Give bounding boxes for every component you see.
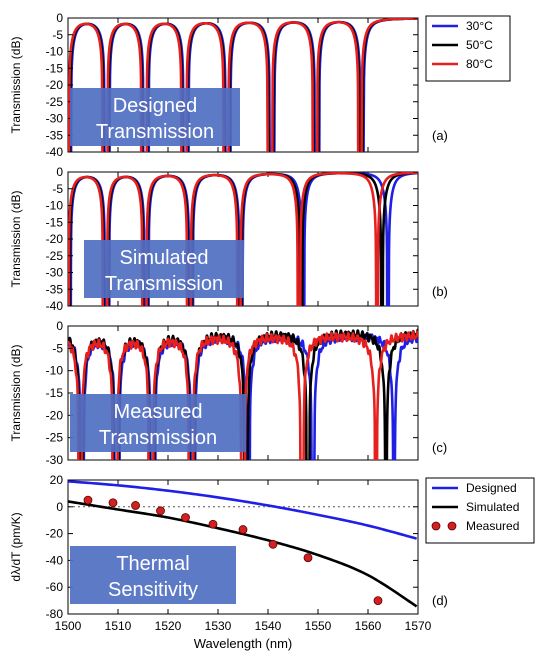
panel-d-overlay-line-1: Thermal — [116, 553, 189, 575]
panel-a-y-tick-label: -5 — [52, 28, 63, 42]
panel-b-label: (b) — [432, 284, 448, 299]
panel-b-y-ticks: 0 -5 -10 -15 -20 -25 -30 -35 -40 — [46, 165, 418, 313]
panel-d-series-measured-point — [156, 506, 165, 516]
panel-b-y-tick-label: -35 — [46, 282, 64, 296]
panel-d-series-measured-point — [303, 553, 313, 563]
panel-d-x-tick-label: 1570 — [405, 619, 432, 633]
panel-b-y-axis-label: Transmission (dB) — [9, 191, 23, 288]
panel-c-y-axis-label: Transmission (dB) — [9, 345, 23, 442]
panel-b-y-tick-label: -20 — [46, 232, 64, 246]
panel-b-overlay-box — [84, 240, 244, 298]
panel-a-y-tick-label: 0 — [56, 11, 63, 25]
panel-b: 0 -5 -10 -15 -20 -25 -30 -35 -40 Transmission (d… — [9, 165, 448, 313]
panel-d-series-designed — [68, 480, 417, 540]
panel-a-y-axis-label: Transmission (dB) — [9, 37, 23, 134]
panel-a-overlay-line-1: Designed — [113, 95, 198, 117]
panel-a-legend-entry: 80°C — [466, 57, 493, 71]
panel-d-series-measured-point — [83, 495, 93, 505]
panel-d-legend-entry: Simulated — [466, 500, 519, 514]
panel-d-series-measured-point — [208, 519, 218, 529]
panel-b-y-tick-label: -15 — [46, 215, 64, 229]
panel-d-legend-entry: Designed — [466, 481, 517, 495]
panel-d-y-tick-label: -60 — [46, 580, 64, 594]
panel-d-legend: Designed Simulated Measured — [425, 477, 535, 544]
panel-c-label: (c) — [432, 440, 447, 455]
panel-a-y-tick-label: -40 — [46, 145, 64, 159]
panel-d-series-measured-point — [373, 596, 383, 605]
panel-b-y-tick-label: -10 — [46, 199, 64, 213]
panel-a-y-tick-label: -25 — [46, 95, 64, 109]
panel-a-y-tick-label: -20 — [46, 78, 64, 92]
panel-a-overlay-line-2: Transmission — [96, 121, 214, 143]
panel-d-y-tick-label: 20 — [50, 473, 64, 487]
panel-a-y-ticks: 0 -5 -10 -15 -20 -25 -30 -35 -40 — [46, 11, 418, 159]
panel-d-frame — [67, 479, 419, 615]
panel-d-y-tick-label: 0 — [56, 500, 63, 514]
panel-a-label: (a) — [432, 128, 448, 143]
panel-a-overlay-box — [70, 88, 240, 146]
panel-d-x-tick-label: 1500 — [55, 619, 82, 633]
panel-c-y-tick-label: -20 — [46, 408, 64, 422]
panel-b-series-80c — [68, 172, 418, 306]
panel-a-series-80c — [68, 18, 418, 152]
panel-d-overlay-line-2: Sensitivity — [108, 579, 198, 601]
panel-d-legend-entry: Measured — [466, 519, 519, 533]
panel-c-overlay-box — [70, 394, 246, 452]
panel-d-series-measured-point — [268, 539, 278, 549]
panel-c-y-tick-label: -15 — [46, 386, 64, 400]
panel-d-series-measured-point — [131, 501, 140, 510]
panel-a-y-tick-label: -35 — [46, 128, 64, 142]
panel-d-y-ticks: 20 0 -20 -40 -60 -80 — [46, 473, 418, 621]
panel-a-y-tick-label: -15 — [46, 61, 64, 75]
legend-marker-dot — [431, 521, 441, 531]
panel-d-y-tick-label: -40 — [46, 553, 64, 567]
panel-b-overlay-line-1: Simulated — [120, 247, 209, 269]
panel-d-x-tick-label: 1520 — [155, 619, 182, 633]
panel-a-legend: 30°C 50°C 80°C — [425, 15, 511, 82]
panel-d-y-tick-label: -20 — [46, 527, 64, 541]
panel-a: 0 -5 -10 -15 -20 -25 -30 -35 -40 Transmission (d… — [9, 11, 511, 159]
panel-b-y-tick-label: -5 — [52, 182, 63, 196]
panel-b-y-tick-label: -25 — [46, 249, 64, 263]
panel-c-y-tick-label: 0 — [56, 319, 63, 333]
panel-d-x-tick-label: 1550 — [305, 619, 332, 633]
panel-b-y-tick-label: -40 — [46, 299, 64, 313]
panel-b-y-tick-label: 0 — [56, 165, 63, 179]
panel-c-y-tick-label: -25 — [46, 431, 64, 445]
panel-d-x-tick-label: 1510 — [105, 619, 132, 633]
panel-d-x-tick-label: 1560 — [355, 619, 382, 633]
panel-c-overlay-line-2: Transmission — [99, 427, 217, 449]
panel-a-y-tick-label: -30 — [46, 112, 64, 126]
panel-c-y-ticks: 0 -5 -10 -15 -20 -25 -30 — [46, 319, 418, 467]
panel-d-x-axis-label: Wavelength (nm) — [194, 636, 293, 651]
panel-d-series-measured-point — [108, 498, 118, 508]
panel-d-series-measured-point — [238, 525, 248, 534]
panel-c-y-tick-label: -5 — [52, 341, 63, 355]
panel-d: 20 0 -20 -40 -60 -80 1500 1510 1520 1530 1540 1550… — [9, 473, 535, 651]
panel-d-y-tick-label: -80 — [46, 607, 64, 621]
panel-a-legend-entry: 30°C — [466, 19, 493, 33]
panel-b-y-tick-label: -30 — [46, 266, 64, 280]
panel-c-y-tick-label: -30 — [46, 453, 64, 467]
panel-d-y-axis-label: dλ/dT (pm/K) — [9, 512, 23, 581]
panel-c-y-tick-label: -10 — [46, 364, 64, 378]
panel-a-legend-entry: 50°C — [466, 38, 493, 52]
panel-d-x-tick-label: 1530 — [205, 619, 232, 633]
panel-d-label: (d) — [432, 593, 448, 608]
panel-c-overlay-line-1: Measured — [114, 401, 203, 423]
panel-b-overlay-line-2: Transmission — [105, 273, 223, 295]
legend-marker-dot — [447, 521, 457, 531]
panel-c-series-80c — [68, 330, 418, 460]
panel-d-series-measured-point — [181, 513, 190, 522]
panel-a-y-tick-label: -10 — [46, 45, 64, 59]
panel-d-x-ticks: 1500 1510 1520 1530 1540 1550 1560 1570 — [55, 619, 432, 633]
panel-c: 0 -5 -10 -15 -20 -25 -30 Transmission (dB) Mea… — [9, 319, 447, 467]
panel-d-overlay-box — [70, 546, 236, 604]
panel-d-x-tick-label: 1540 — [255, 619, 282, 633]
